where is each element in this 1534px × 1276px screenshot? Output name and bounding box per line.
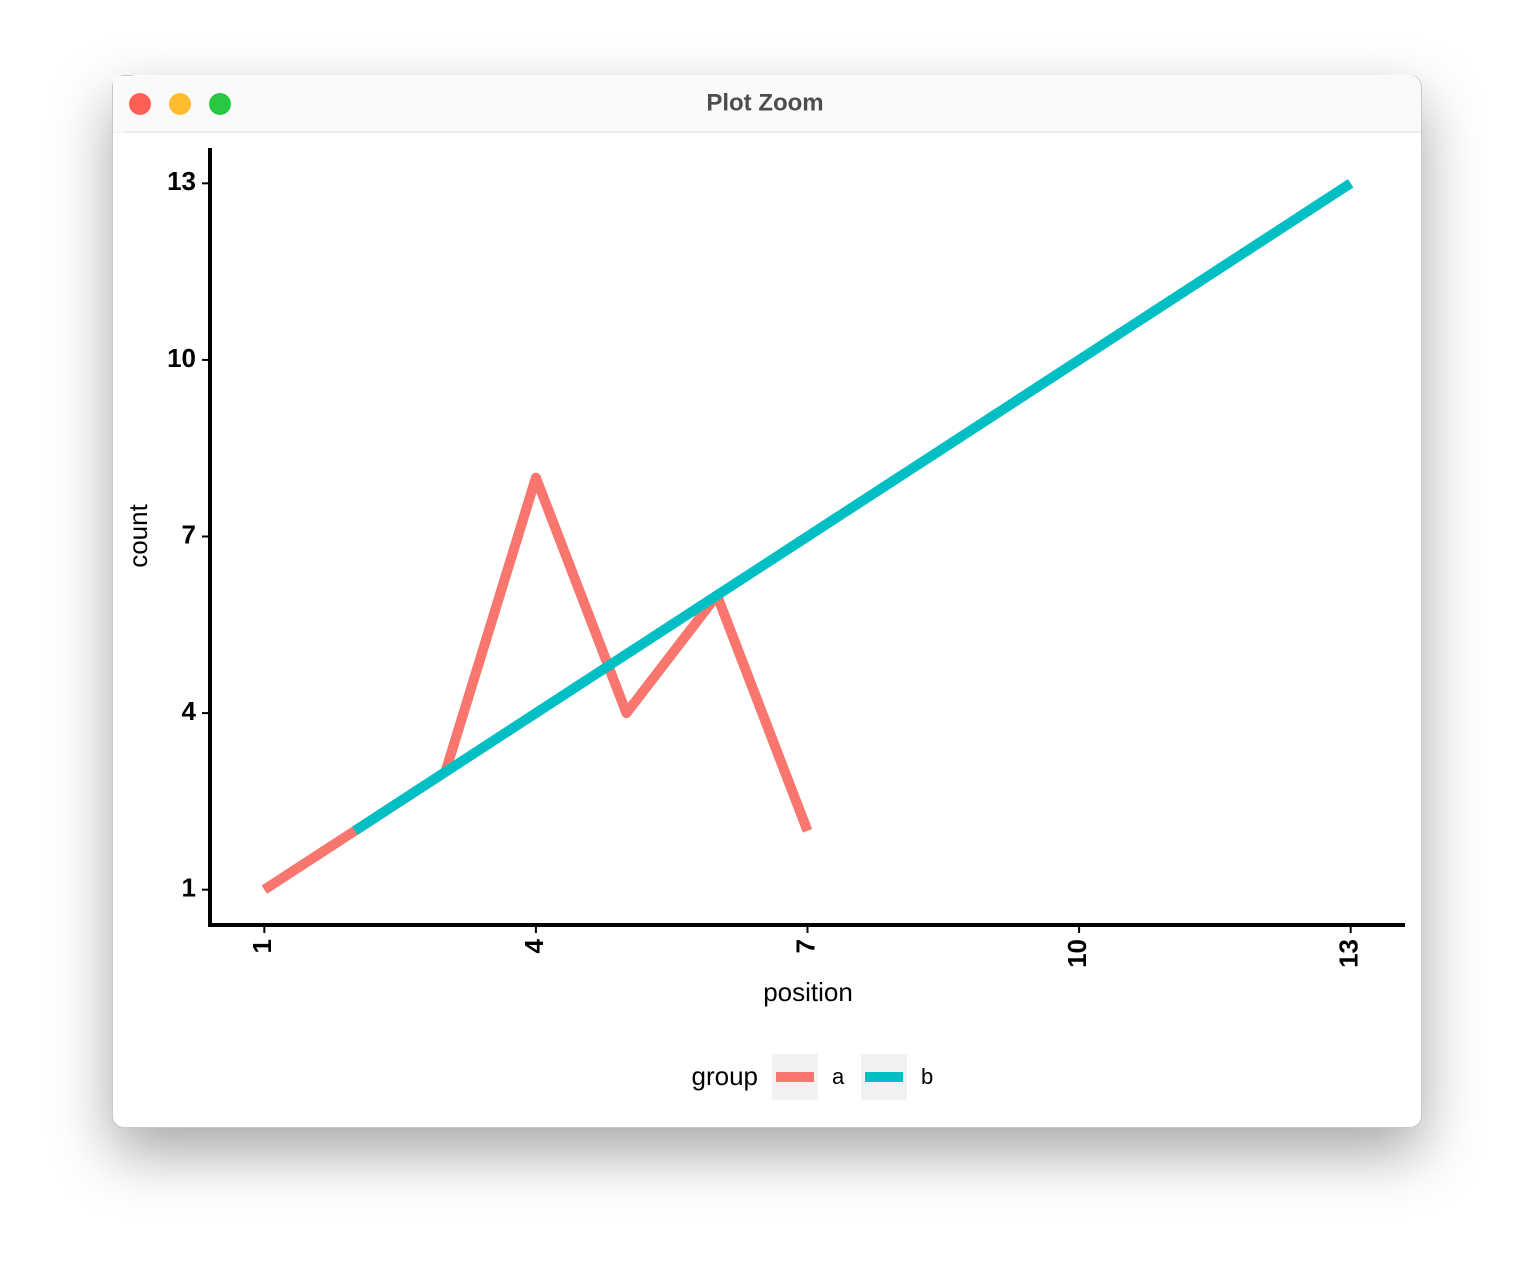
y-tick-label: 10 (167, 343, 196, 373)
x-tick-label: 13 (1334, 939, 1364, 968)
window-title: Plot Zoom (706, 89, 823, 116)
window (112, 75, 1422, 1128)
y-tick-label: 4 (182, 696, 197, 726)
series-line (352, 179, 1354, 836)
zoom-button[interactable] (209, 93, 231, 115)
y-tick-label: 7 (182, 519, 196, 549)
title-bar (124, 75, 1421, 132)
x-tick-label: 1 (247, 939, 277, 953)
title-bar-left (113, 76, 125, 132)
series-line (261, 472, 813, 894)
legend-label: a (832, 1064, 845, 1089)
y-tick-label: 1 (182, 873, 196, 903)
x-tick-label: 4 (519, 938, 549, 953)
x-tick-label: 10 (1062, 939, 1092, 968)
legend-label: b (921, 1064, 933, 1089)
x-axis-label: position (763, 977, 853, 1007)
minimize-button[interactable] (169, 93, 191, 115)
close-button[interactable] (129, 93, 151, 115)
y-axis-label: count (123, 503, 153, 567)
x-tick-label: 7 (790, 939, 820, 953)
y-tick-label: 13 (167, 166, 196, 196)
legend-title: group (692, 1061, 759, 1091)
